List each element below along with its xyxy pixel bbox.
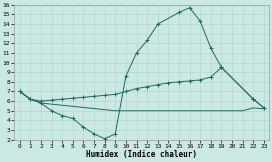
X-axis label: Humidex (Indice chaleur): Humidex (Indice chaleur) xyxy=(86,150,197,159)
